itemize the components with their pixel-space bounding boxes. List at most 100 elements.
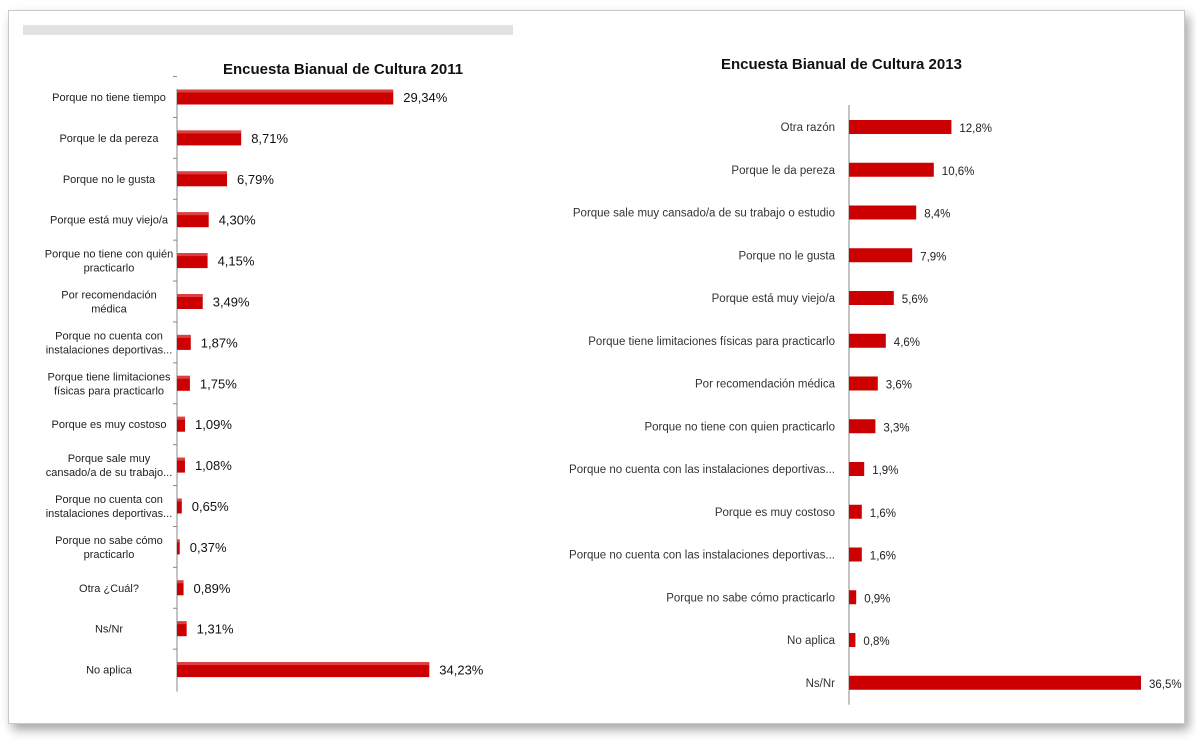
- data-label-2011: 34,23%: [439, 663, 484, 678]
- category-label-2011: No aplica: [86, 665, 133, 677]
- category-label-2011: Porque es muy costoso: [52, 419, 167, 431]
- bar-highlight-2011: [177, 253, 208, 257]
- bar-2013: [849, 504, 862, 519]
- data-label-2011: 8,71%: [251, 131, 288, 146]
- category-label-2013: Porque le da pereza: [731, 165, 835, 177]
- data-label-2011: 1,31%: [197, 622, 234, 637]
- bar-2011: [177, 130, 242, 146]
- bar-2013: [849, 675, 1141, 690]
- data-label-2013: 1,6%: [870, 551, 896, 563]
- data-label-2011: 3,49%: [213, 295, 250, 310]
- category-label-2013: Por recomendación médica: [695, 379, 836, 391]
- bar-highlight-2011: [177, 416, 186, 420]
- chart-title-2013: Encuesta Bianual de Cultura 2013: [721, 56, 962, 73]
- data-label-2013: 8,4%: [924, 209, 950, 221]
- bar-2011: [177, 621, 187, 637]
- bar-2013: [849, 205, 917, 220]
- bar-2011: [177, 375, 190, 391]
- category-label-2013: Ns/Nr: [806, 678, 836, 690]
- category-label-2013: Porque no sabe cómo practicarlo: [666, 592, 835, 604]
- bar-2011: [177, 253, 208, 269]
- data-label-2013: 1,6%: [870, 508, 896, 520]
- category-label-2011: Porque no tiene con quién practicarlo: [45, 249, 173, 275]
- bar-2011: [177, 539, 180, 555]
- data-label-2011: 0,37%: [190, 540, 227, 555]
- data-label-2011: 29,34%: [403, 90, 448, 105]
- bar-2013: [849, 547, 862, 562]
- figure-frame: Encuesta Bianual de Cultura 2011 Encuest…: [8, 10, 1185, 724]
- category-label-2011: Ns/Nr: [95, 624, 123, 636]
- category-label-2013: Porque sale muy cansado/a de su trabajo …: [573, 208, 835, 220]
- chart-title-2011: Encuesta Bianual de Cultura 2011: [223, 61, 464, 78]
- category-label-2011: Otra ¿Cuál?: [79, 583, 139, 595]
- bar-2013: [849, 333, 886, 348]
- bar-highlight-2011: [177, 539, 180, 543]
- bar-2011: [177, 212, 209, 228]
- data-label-2013: 3,6%: [886, 380, 912, 392]
- data-label-2013: 4,6%: [894, 337, 920, 349]
- category-label-2013: Porque no cuenta con las instalaciones d…: [569, 550, 835, 562]
- data-label-2013: 3,3%: [883, 422, 909, 434]
- category-label-2011: Porque no cuenta con instalaciones deport…: [46, 494, 173, 520]
- bar-2013: [849, 633, 856, 647]
- data-label-2013: 0,8%: [863, 636, 889, 648]
- bar-highlight-2011: [177, 580, 184, 584]
- bar-2013: [849, 419, 876, 434]
- category-label-2011: Porque no le gusta: [63, 174, 156, 186]
- category-label-2011: Porque no tiene tiempo: [52, 92, 166, 104]
- category-label-2011: Por recomendación médica: [61, 290, 156, 316]
- top-gray-bar: [23, 25, 513, 35]
- bar-highlight-2011: [177, 621, 187, 625]
- category-label-2013: Porque no cuenta con las instalaciones d…: [569, 464, 835, 476]
- category-label-2011: Porque sale muy cansado/a de su trabajo..…: [46, 453, 173, 479]
- data-label-2013: 36,5%: [1149, 679, 1182, 691]
- category-label-2013: Porque no tiene con quien practicarlo: [644, 421, 835, 433]
- data-label-2013: 1,9%: [872, 465, 898, 477]
- category-label-2013: Porque está muy viejo/a: [712, 293, 836, 305]
- bar-2013: [849, 248, 913, 263]
- bar-highlight-2011: [177, 498, 182, 502]
- bar-2011: [177, 662, 430, 678]
- bar-2011: [177, 580, 184, 596]
- category-label-2011: Porque tiene limitaciones físicas para pr…: [48, 371, 171, 397]
- bar-highlight-2011: [177, 130, 242, 134]
- bar-2011: [177, 498, 182, 514]
- category-label-2013: Porque es muy costoso: [715, 507, 835, 519]
- category-label-2013: Porque tiene limitaciones físicas para p…: [588, 336, 835, 348]
- data-label-2013: 0,9%: [864, 593, 890, 605]
- data-label-2011: 0,89%: [194, 581, 231, 596]
- category-label-2013: Otra razón: [781, 122, 835, 134]
- data-label-2011: 1,09%: [195, 417, 232, 432]
- data-label-2011: 1,08%: [195, 458, 232, 473]
- data-label-2013: 12,8%: [959, 123, 992, 135]
- bar-highlight-2011: [177, 294, 203, 297]
- category-label-2011: Porque no sabe cómo practicarlo: [55, 535, 163, 561]
- bar-2013: [849, 120, 952, 134]
- bar-2011: [177, 171, 228, 187]
- bar-highlight-2011: [177, 662, 430, 666]
- bar-2013: [849, 291, 894, 305]
- category-label-2013: Porque no le gusta: [738, 250, 835, 262]
- bar-2013: [849, 590, 857, 605]
- data-label-2011: 1,87%: [201, 335, 238, 350]
- bar-2013: [849, 462, 865, 476]
- data-label-2011: 4,15%: [218, 254, 255, 269]
- bar-highlight-2011: [177, 89, 394, 93]
- bar-2011: [177, 457, 185, 473]
- data-label-2013: 7,9%: [920, 251, 946, 263]
- category-label-2013: No aplica: [787, 635, 836, 647]
- bar-2011: [177, 89, 394, 105]
- category-label-2011: Porque está muy viejo/a: [50, 215, 169, 227]
- data-label-2013: 5,6%: [902, 294, 928, 306]
- category-label-2011: Porque le da pereza: [59, 133, 159, 145]
- bar-highlight-2011: [177, 375, 190, 379]
- bar-highlight-2011: [177, 171, 228, 175]
- data-label-2011: 4,30%: [219, 213, 256, 228]
- category-label-2011: Porque no cuenta con instalaciones deport…: [46, 330, 173, 356]
- bar-2013: [849, 376, 878, 391]
- bar-highlight-2011: [177, 457, 185, 461]
- data-label-2013: 10,6%: [942, 166, 975, 178]
- bar-highlight-2011: [177, 212, 209, 216]
- bar-highlight-2011: [177, 334, 191, 338]
- data-label-2011: 0,65%: [192, 499, 229, 514]
